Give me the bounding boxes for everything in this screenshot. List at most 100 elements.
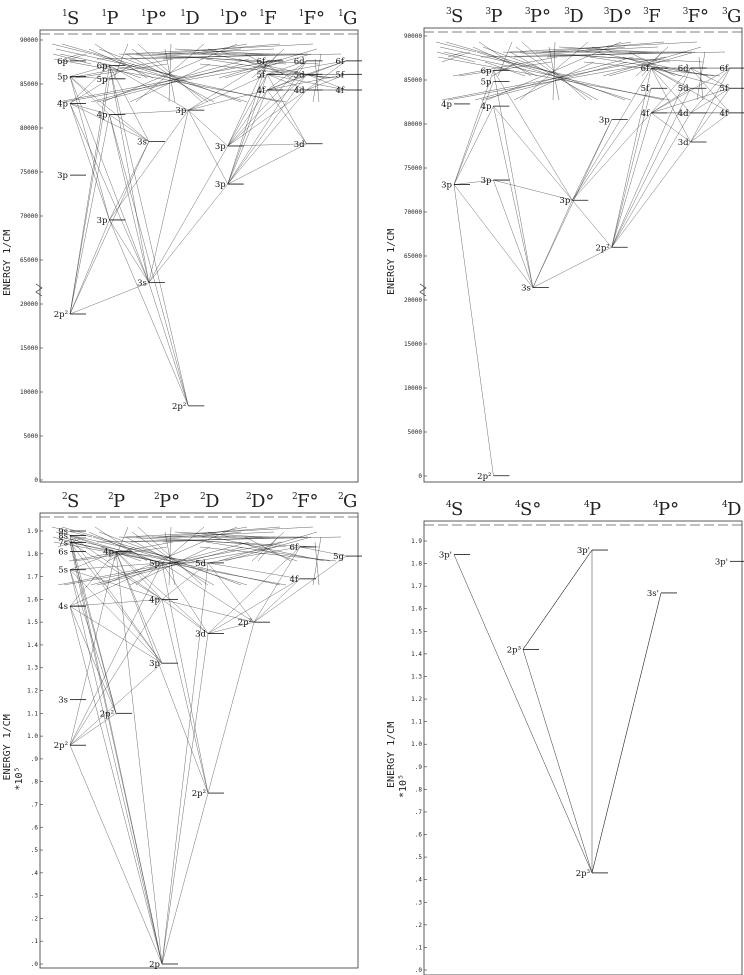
term-letter: S xyxy=(67,8,79,29)
transition-line xyxy=(115,551,209,794)
term-header: 4 P° xyxy=(653,499,679,520)
transition-line xyxy=(453,81,494,185)
term-letter: F xyxy=(648,6,661,27)
y-axis-title: ENERGY 1/CM xyxy=(386,722,397,788)
level-label: 4p xyxy=(481,102,492,112)
term-header: 2 F° xyxy=(292,491,319,512)
y-tick-label: 1.3 xyxy=(27,665,38,672)
transition-line xyxy=(69,542,163,965)
transition-line xyxy=(211,536,325,562)
transition-line xyxy=(493,70,573,201)
term-letter: P° xyxy=(146,8,167,29)
term-letter: G xyxy=(343,491,357,512)
transition-line xyxy=(207,621,255,634)
term-multiplicity: 3 xyxy=(643,7,649,17)
transition-line xyxy=(227,89,268,185)
transition-line xyxy=(69,569,117,714)
transition-line xyxy=(69,542,117,552)
transition-line xyxy=(591,592,662,873)
term-multiplicity: 1 xyxy=(259,9,265,19)
transition-line xyxy=(227,74,307,147)
y-tick-label: 70000 xyxy=(404,209,422,216)
transition-line xyxy=(109,65,150,283)
transition-line xyxy=(267,60,347,75)
transition-line xyxy=(69,65,110,315)
level-label: 5p xyxy=(57,73,68,83)
y-tick-label: 1.7 xyxy=(27,574,38,581)
level-label: 2p² xyxy=(100,709,114,719)
transition-line xyxy=(435,41,477,53)
transition-line xyxy=(109,65,150,142)
transition-line xyxy=(611,112,652,248)
transition-line xyxy=(535,51,671,63)
transition-line xyxy=(227,89,268,147)
transition-lines xyxy=(435,41,731,476)
transition-line xyxy=(100,546,142,562)
transition-line xyxy=(611,112,691,248)
y-tick-label: 1.2 xyxy=(27,688,38,695)
transition-line xyxy=(174,48,264,55)
level-label: 5d xyxy=(294,70,305,80)
level-label: 2p³ xyxy=(576,869,590,879)
y-tick-label: 1.6 xyxy=(411,606,422,613)
panel-frame xyxy=(423,520,743,975)
term-multiplicity: 1 xyxy=(338,9,344,19)
term-letter: P xyxy=(490,6,502,27)
y-tick-label: .3 xyxy=(415,899,423,906)
transition-line xyxy=(190,43,248,55)
transition-line xyxy=(521,41,587,101)
term-letter: F xyxy=(264,8,277,29)
y-tick-label: .2 xyxy=(415,922,423,929)
transition-line xyxy=(611,68,652,248)
y-axis-scale: *10⁵ xyxy=(14,766,25,790)
level-label: 3d xyxy=(294,140,305,150)
transition-lines xyxy=(51,526,347,965)
term-multiplicity: 1 xyxy=(220,9,226,19)
transition-line xyxy=(129,63,211,103)
transition-line xyxy=(207,546,301,564)
y-tick-label: 10000 xyxy=(20,389,38,396)
transition-line xyxy=(63,53,81,60)
transition-line xyxy=(651,67,691,89)
transition-line xyxy=(595,51,709,77)
transition-line xyxy=(69,535,117,552)
transition-line xyxy=(69,219,110,315)
level-label: 2p² xyxy=(595,243,609,253)
transition-line xyxy=(453,184,533,288)
transition-line xyxy=(188,60,268,111)
transition-line xyxy=(98,48,242,103)
level-label: 2p² xyxy=(54,741,68,751)
level-label: 5p xyxy=(481,78,492,88)
transition-line xyxy=(314,58,320,103)
y-tick-label: .1 xyxy=(31,938,39,945)
term-header: 2 D° xyxy=(246,491,274,512)
y-tick-label: 0 xyxy=(418,473,422,480)
transition-line xyxy=(96,536,342,543)
level-label: 6f xyxy=(641,64,650,74)
level-label: 2p³ xyxy=(507,645,521,655)
level-label: 6p xyxy=(57,57,68,67)
transition-line xyxy=(190,526,248,538)
level-label: 4p xyxy=(149,595,160,605)
term-multiplicity: 2 xyxy=(154,492,160,502)
transition-line xyxy=(453,179,494,185)
level-label: 3p xyxy=(215,180,226,190)
transition-line xyxy=(69,542,163,600)
level-label: 3d xyxy=(678,138,689,148)
transition-line xyxy=(69,103,149,142)
transition-line xyxy=(267,74,347,91)
level-label: 5f xyxy=(719,84,728,94)
transition-lines xyxy=(51,43,347,406)
transition-line xyxy=(611,141,691,248)
transition-line xyxy=(267,89,307,144)
term-letter: P° xyxy=(159,491,180,512)
y-tick-label: 80000 xyxy=(404,121,422,128)
level-label: 3p xyxy=(481,176,492,186)
transition-line xyxy=(690,112,731,143)
